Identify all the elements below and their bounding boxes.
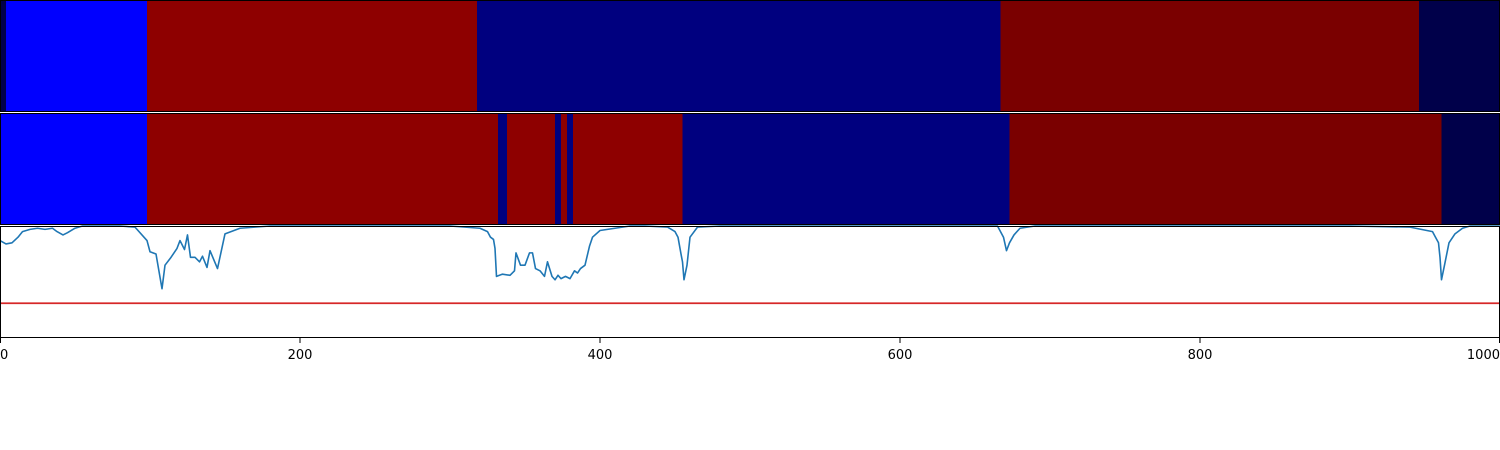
line-plot-panel <box>0 225 1500 338</box>
segment-2-9 <box>1009 113 1443 225</box>
segment-2-1 <box>147 113 499 225</box>
segmentation-strip-middle <box>0 113 1500 225</box>
segment-2-8 <box>682 113 1011 225</box>
segment-2-7 <box>573 113 684 225</box>
segment-1-3 <box>477 0 1002 112</box>
segment-2-10 <box>1441 113 1500 225</box>
segment-2-0 <box>0 113 148 225</box>
x-tick-label-0: 0 <box>0 348 8 363</box>
segment-1-1 <box>6 0 148 112</box>
x-tick-label-4: 800 <box>1188 348 1213 363</box>
line-plot-background <box>0 226 1500 338</box>
segment-1-5 <box>1419 0 1500 112</box>
segmentation-strip-top <box>0 0 1500 112</box>
line-plot-content <box>0 225 1500 305</box>
segment-2-2 <box>498 113 508 225</box>
series-line-0 <box>0 225 1500 290</box>
x-axis: 0 200 400 600 800 1000 <box>0 338 1500 363</box>
x-tick-label-5: 1000 <box>1467 348 1500 363</box>
segment-2-5 <box>561 113 568 225</box>
segment-2-6 <box>567 113 574 225</box>
segment-1-4 <box>1000 0 1420 112</box>
x-tick-label-3: 600 <box>888 348 913 363</box>
x-tick-label-1: 200 <box>288 348 313 363</box>
x-tick-label-2: 400 <box>588 348 613 363</box>
segment-2-4 <box>555 113 562 225</box>
segment-2-3 <box>507 113 556 225</box>
segment-1-0 <box>0 0 7 112</box>
segment-1-2 <box>147 0 478 112</box>
